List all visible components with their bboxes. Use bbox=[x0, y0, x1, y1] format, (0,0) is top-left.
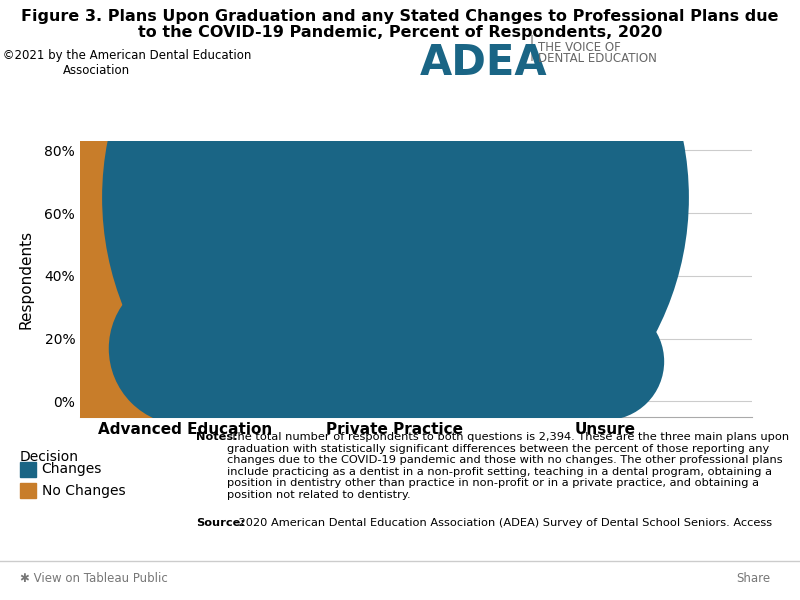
Point bbox=[598, 390, 611, 400]
Text: Notes:: Notes: bbox=[196, 432, 238, 442]
Point bbox=[598, 356, 611, 365]
Text: 2020 American Dental Education Association (ADEA) Survey of Dental School Senior: 2020 American Dental Education Associati… bbox=[234, 518, 772, 527]
Text: Share: Share bbox=[736, 572, 770, 586]
Text: No Changes: No Changes bbox=[42, 484, 126, 498]
Text: Changes: Changes bbox=[42, 462, 102, 476]
Text: Source:: Source: bbox=[196, 518, 245, 527]
Text: ✱ View on Tableau Public: ✱ View on Tableau Public bbox=[20, 572, 168, 586]
Text: to the COVID-19 Pandemic, Percent of Respondents, 2020: to the COVID-19 Pandemic, Percent of Res… bbox=[138, 25, 662, 40]
Point bbox=[389, 249, 402, 259]
Text: Decision: Decision bbox=[20, 450, 79, 464]
Point bbox=[178, 343, 191, 353]
Text: Figure 3. Plans Upon Graduation and any Stated Changes to Professional Plans due: Figure 3. Plans Upon Graduation and any … bbox=[22, 9, 778, 24]
Text: DENTAL EDUCATION: DENTAL EDUCATION bbox=[538, 52, 657, 65]
Y-axis label: Respondents: Respondents bbox=[18, 229, 34, 329]
Point bbox=[178, 249, 191, 259]
Text: ADEA: ADEA bbox=[420, 42, 548, 84]
Text: The total number of respondents to both questions is 2,394. These are the three : The total number of respondents to both … bbox=[227, 432, 789, 500]
Text: Copyright ©2021 by the American Dental Education
Association: Copyright ©2021 by the American Dental E… bbox=[0, 49, 251, 77]
Point bbox=[389, 193, 402, 202]
Text: THE VOICE OF: THE VOICE OF bbox=[538, 41, 620, 54]
